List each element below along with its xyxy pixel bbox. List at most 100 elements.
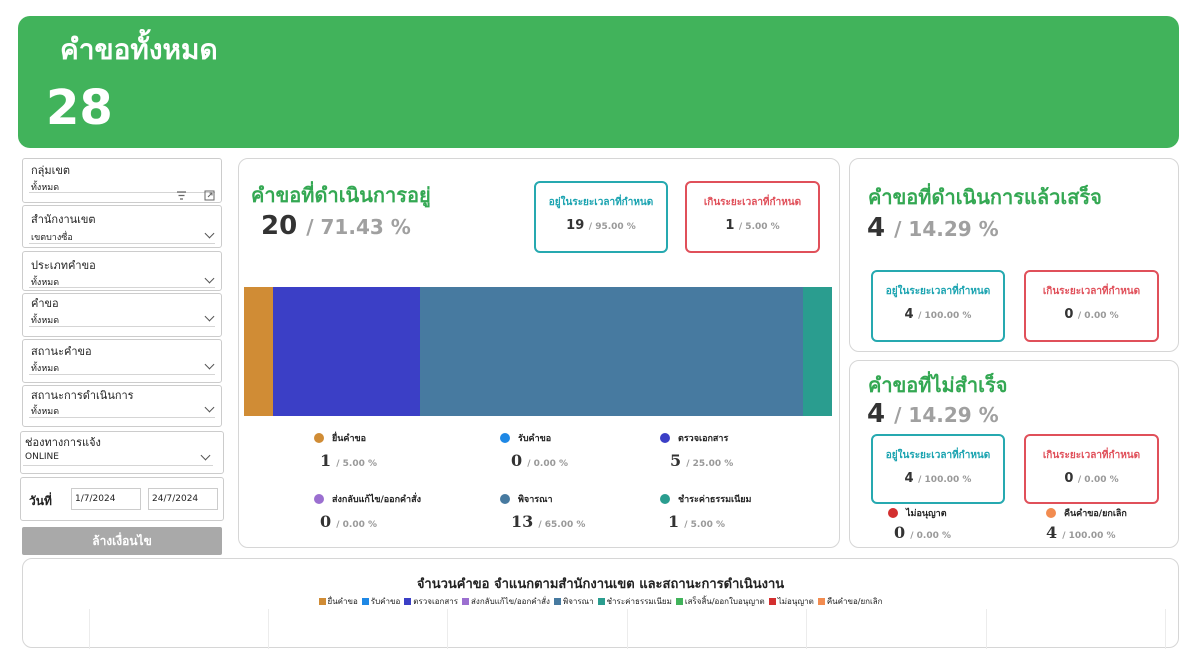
legend-dot [314,494,324,504]
filter-label: ช่องทางการแจ้ง [25,436,101,449]
chart-legend-item[interactable]: รับคำขอ [361,595,400,608]
filter-label: กลุ่มเขต [31,164,71,177]
kpi-label: อยู่ในระยะเวลาที่กำหนด [548,197,654,208]
chart-legend-item[interactable]: เสร็จสิ้น/ออกใบอนุญาต [675,595,765,608]
completed-count: 4 / 14.29 % [867,213,999,243]
chevron-down-icon[interactable] [204,228,215,239]
legend-swatch [675,598,683,605]
chart-legend-item[interactable]: ยื่นคำขอ [318,595,358,608]
legend-label: ส่งกลับแก้ไข/ออกคำสั่ง [471,597,550,606]
chevron-down-icon[interactable] [204,402,215,413]
legend-label: ยื่นคำขอ [332,434,367,444]
kpi-pct: / 100.00 % [918,311,972,321]
chevron-down-icon[interactable] [204,359,215,370]
legend-pct: / 0.00 % [527,459,569,469]
legend-pct: / 0.00 % [336,520,378,530]
kpi-label: อยู่ในระยะเวลาที่กำหนด [885,450,991,461]
expand-icon[interactable] [203,189,216,202]
chart-legend-item[interactable]: ส่งกลับแก้ไข/ออกคำสั่ง [462,595,550,608]
total-requests-title: คำขอทั้งหมด [60,33,218,66]
bar-segment-2[interactable] [273,287,421,416]
legend-value: 1 [668,512,680,531]
chevron-down-icon[interactable] [200,450,211,461]
filter-request-status[interactable]: สถานะคำขอ ทั้งหมด [22,339,222,383]
kpi-label: เกินระยะเวลาที่กำหนด [1042,286,1141,297]
in-progress-on-time-kpi: อยู่ในระยะเวลาที่กำหนด 19 / 95.00 % [534,181,668,253]
bar-segment-5[interactable] [802,287,832,416]
legend-value: 13 [511,512,534,531]
date-to-input[interactable]: 24/7/2024 [148,488,218,510]
failed-overdue-kpi: เกินระยะเวลาที่กำหนด 0 / 0.00 % [1024,434,1159,504]
chart-legend-item[interactable]: ชำระค่าธรรมเนียม [597,595,672,608]
chart-legend-item[interactable]: ไม่อนุญาต [768,595,814,608]
completed-on-time-kpi: อยู่ในระยะเวลาที่กำหนด 4 / 100.00 % [871,270,1005,342]
filter-channel[interactable]: ช่องทางการแจ้ง ONLINE [20,431,224,474]
filter-date[interactable]: วันที่ 1/7/2024 24/7/2024 [20,477,224,521]
completed-pct: / 14.29 % [894,217,999,241]
legend-label: ตรวจเอกสาร [678,434,729,444]
in-progress-title: คำขอที่ดำเนินการอยู่ [251,183,431,207]
bar-segment-0[interactable] [244,287,274,416]
legend-label: ส่งกลับแก้ไข/ออกคำสั่ง [332,495,422,505]
failed-on-time-kpi: อยู่ในระยะเวลาที่กำหนด 4 / 100.00 % [871,434,1005,504]
legend-pct: / 100.00 % [1062,531,1116,541]
legend-value: 5 [670,451,682,470]
legend-label: พิจารณา [562,597,594,606]
legend-label: ชำระค่าธรรมเนียม [606,597,672,606]
chart-legend-item[interactable]: พิจารณา [553,595,594,608]
filter-value: ทั้งหมด [31,183,60,193]
filter-label: สำนักงานเขต [31,213,96,226]
failed-pct: / 14.29 % [894,403,999,427]
filter-icon[interactable] [175,189,188,202]
legend-value: 1 [320,451,332,470]
legend-pct: / 0.00 % [910,531,952,541]
date-from-input[interactable]: 1/7/2024 [71,488,141,510]
legend-value: 0 [894,523,906,542]
legend-dot [660,494,670,504]
filter-request-type[interactable]: ประเภทคำขอ ทั้งหมด [22,251,222,291]
legend-value: 4 [1046,523,1058,542]
filter-value: ทั้งหมด [31,278,60,288]
filter-district-group[interactable]: กลุ่มเขต ทั้งหมด [22,158,222,203]
in-progress-pct: / 71.43 % [306,215,411,239]
legend-swatch [361,598,369,605]
clear-filters-button[interactable]: ล้างเงื่อนไข [22,527,222,555]
filter-value: ทั้งหมด [31,407,60,417]
kpi-pct: / 95.00 % [588,222,636,232]
filter-value: ทั้งหมด [31,316,60,326]
total-requests-banner: คำขอทั้งหมด 28 [18,16,1179,148]
legend-pct: / 5.00 % [336,459,378,469]
kpi-value: 0 [1064,307,1074,322]
legend-label: คืนคำขอ/ยกเลิก [1064,509,1127,519]
chart-title: จำนวนคำขอ จำแนกตามสำนักงานเขต และสถานะกา… [416,577,785,592]
legend-dot [888,508,898,518]
legend-value: 0 [320,512,332,531]
legend-dot [314,433,324,443]
filter-request[interactable]: คำขอ ทั้งหมด [22,293,222,337]
kpi-label: เกินระยะเวลาที่กำหนด [1042,450,1141,461]
chevron-down-icon[interactable] [204,311,215,322]
legend-label: ไม่อนุญาต [906,509,947,519]
chevron-down-icon[interactable] [204,273,215,284]
kpi-value: 19 [566,218,585,233]
legend-label: รับคำขอ [518,434,552,444]
chart-legend-item[interactable]: ตรวจเอกสาร [404,595,458,608]
in-progress-stacked-bar [244,287,832,416]
filter-value: ทั้งหมด [31,364,60,374]
kpi-pct: / 0.00 % [1077,475,1119,485]
chart-legend: ยื่นคำขอ รับคำขอ ตรวจเอกสาร ส่งกลับแก้ไข/ออ… [23,595,1178,608]
filter-district-office[interactable]: สำนักงานเขต เขตบางซื่อ [22,205,222,248]
completed-title: คำขอที่ดำเนินการแล้วเสร็จ [868,185,1102,209]
filter-value: เขตบางซื่อ [31,233,73,243]
legend-pct: / 65.00 % [538,520,586,530]
date-label: วันที่ [29,494,52,508]
chart-legend-item[interactable]: คืนคำขอ/ยกเลิก [817,595,882,608]
bar-segment-4[interactable] [420,287,803,416]
legend-label: เสร็จสิ้น/ออกใบอนุญาต [684,597,765,606]
legend-swatch [597,598,605,605]
filter-label: สถานะการดำเนินการ [31,389,134,402]
filter-label: คำขอ [31,297,59,310]
legend-label: ตรวจเอกสาร [413,597,459,606]
legend-swatch [817,598,825,605]
filter-process-status[interactable]: สถานะการดำเนินการ ทั้งหมด [22,385,222,427]
